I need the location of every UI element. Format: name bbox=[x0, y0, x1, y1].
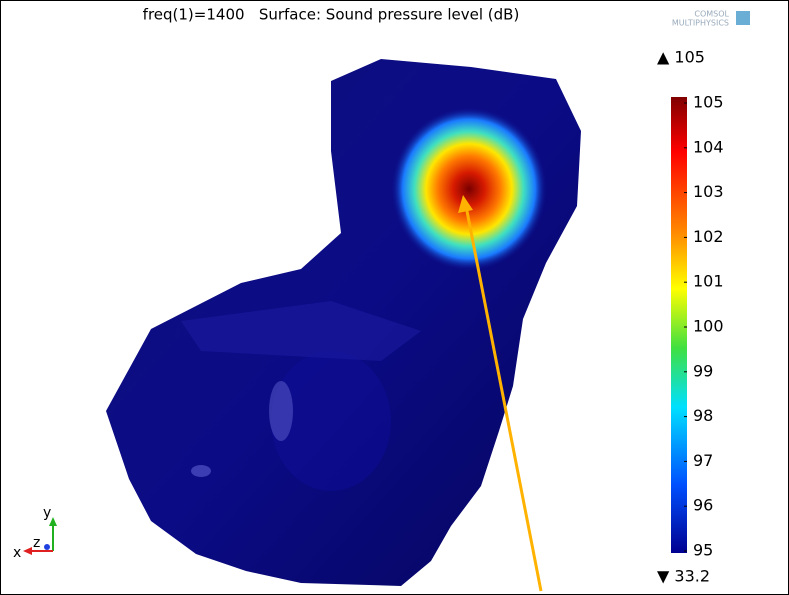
engine-model bbox=[106, 59, 581, 586]
axis-label: z bbox=[33, 535, 40, 551]
min-label: ▼ 33.2 bbox=[657, 567, 710, 586]
tick-label: 104 bbox=[693, 137, 724, 156]
tick-label: 100 bbox=[693, 317, 724, 336]
plot: freq(1)=1400 Surface: Sound pressure lev… bbox=[1, 1, 788, 594]
logo-line: COMSOL bbox=[694, 10, 729, 19]
tick-label: 103 bbox=[693, 182, 724, 201]
tick-label: 99 bbox=[693, 361, 713, 380]
max-label: ▲ 105 bbox=[657, 48, 705, 67]
axis-triad: y x z bbox=[13, 505, 57, 561]
color-bar bbox=[671, 97, 687, 553]
tick-label: 101 bbox=[693, 272, 724, 291]
logo-line: MULTIPHYSICS bbox=[672, 19, 729, 28]
viewport: freq(1)=1400 Surface: Sound pressure lev… bbox=[0, 0, 789, 595]
logo-icon bbox=[736, 11, 750, 25]
tick-label: 97 bbox=[693, 451, 713, 470]
tick-label: 98 bbox=[693, 406, 713, 425]
tick-label: 105 bbox=[693, 93, 724, 112]
axis-label: x bbox=[13, 545, 21, 561]
tick-label: 102 bbox=[693, 227, 724, 246]
axis-label: y bbox=[43, 505, 51, 521]
tick-label: 96 bbox=[693, 496, 713, 515]
plot-title: freq(1)=1400 Surface: Sound pressure lev… bbox=[143, 6, 520, 24]
tick-label: 95 bbox=[693, 541, 713, 560]
